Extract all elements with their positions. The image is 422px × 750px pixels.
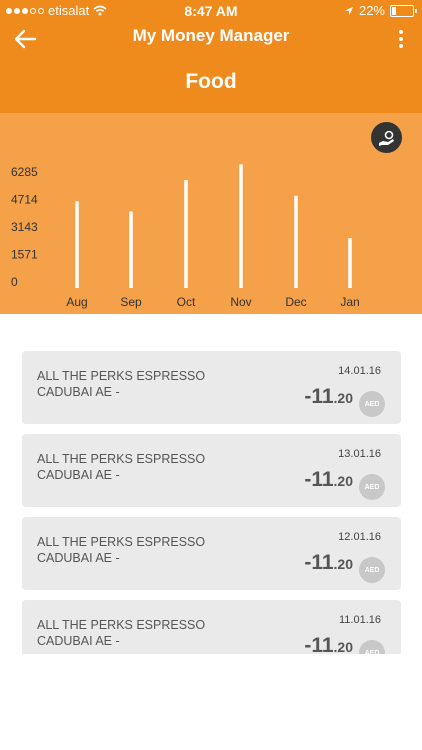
bar-sep[interactable] (129, 211, 133, 288)
hand-money-icon (378, 130, 394, 146)
merchant-line: ALL THE PERKS ESPRESSO (37, 535, 206, 549)
y-tick-label: 0 (11, 275, 18, 289)
transaction-date: 14.01.16 (338, 365, 381, 377)
bar-aug[interactable] (75, 201, 79, 288)
status-right: 22% (344, 3, 417, 18)
more-options-button[interactable] (394, 26, 408, 52)
merchant-line: ALL THE PERKS ESPRESSO (37, 452, 206, 466)
transaction-card[interactable]: ALL THE PERKS ESPRESSO CADUBAI AE - 14.0… (22, 351, 401, 424)
app-title: My Money Manager (132, 26, 290, 45)
amount-decimal: .20 (333, 390, 353, 406)
transaction-amount: -11.20 (304, 551, 353, 575)
chart-action-button[interactable] (371, 122, 402, 153)
currency-badge: AED (359, 391, 385, 417)
arrow-left-icon (14, 29, 37, 49)
nav-bar: My Money Manager (0, 22, 422, 54)
bar-nov[interactable] (239, 164, 243, 288)
currency-badge: AED (359, 640, 385, 654)
transaction-amount: -11.20 (304, 385, 353, 409)
currency-badge: AED (359, 474, 385, 500)
amount-whole: -11 (304, 385, 334, 408)
transaction-date: 11.01.16 (338, 614, 381, 626)
merchant-location: CADUBAI AE - (37, 385, 120, 399)
carrier-name: etisalat (48, 3, 90, 18)
y-tick-label: 3143 (11, 220, 38, 234)
merchant-line: ALL THE PERKS ESPRESSO (37, 369, 206, 383)
category-title: Food (185, 70, 237, 93)
transaction-card[interactable]: ALL THE PERKS ESPRESSO CADUBAI AE - 12.0… (22, 517, 401, 590)
transaction-date: 12.01.16 (338, 531, 381, 543)
spending-chart: 6285 4714 3143 1571 0 Aug Sep Oct Nov Dec Jan (0, 113, 422, 314)
transaction-description: ALL THE PERKS ESPRESSO CADUBAI AE - (37, 451, 227, 483)
transaction-card[interactable]: ALL THE PERKS ESPRESSO CADUBAI AE - 11.0… (22, 600, 401, 654)
signal-strength-icon (6, 7, 44, 14)
amount-whole: -11 (304, 634, 334, 654)
y-tick-label: 6285 (11, 165, 38, 179)
x-tick-label: Aug (66, 295, 87, 309)
merchant-location: CADUBAI AE - (37, 468, 120, 482)
signal-carrier: etisalat (6, 3, 107, 18)
transaction-card[interactable]: ALL THE PERKS ESPRESSO CADUBAI AE - 13.0… (22, 434, 401, 507)
y-tick-label: 1571 (11, 248, 38, 262)
transaction-description: ALL THE PERKS ESPRESSO CADUBAI AE - (37, 534, 227, 566)
x-tick-label: Oct (177, 295, 196, 309)
merchant-location: CADUBAI AE - (37, 551, 120, 565)
merchant-location: CADUBAI AE - (37, 634, 120, 648)
y-tick-label: 4714 (11, 193, 38, 207)
bar-oct[interactable] (184, 180, 188, 288)
x-tick-label: Jan (340, 295, 359, 309)
bar-chart: 6285 4714 3143 1571 0 Aug Sep Oct Nov Dec Jan (11, 164, 360, 309)
amount-decimal: .20 (333, 473, 353, 489)
status-bar: etisalat 8:47 AM 22% (0, 0, 422, 22)
amount-whole: -11 (304, 551, 334, 574)
app-header: etisalat 8:47 AM 22% My Money Manag (0, 0, 422, 113)
amount-whole: -11 (304, 468, 334, 491)
battery-icon (390, 4, 417, 17)
transaction-amount: -11.20 (304, 634, 353, 654)
x-tick-label: Dec (285, 295, 306, 309)
merchant-line: ALL THE PERKS ESPRESSO (37, 618, 206, 632)
amount-decimal: .20 (333, 556, 353, 572)
transaction-description: ALL THE PERKS ESPRESSO CADUBAI AE - (37, 368, 227, 400)
currency-badge: AED (359, 557, 385, 583)
transaction-date: 13.01.16 (338, 448, 381, 460)
bar-jan[interactable] (348, 238, 352, 288)
transaction-amount: -11.20 (304, 468, 353, 492)
status-time: 8:47 AM (184, 3, 238, 19)
transaction-description: ALL THE PERKS ESPRESSO CADUBAI AE - (37, 617, 227, 649)
x-tick-label: Sep (120, 295, 142, 309)
x-tick-label: Nov (230, 295, 251, 309)
amount-decimal: .20 (333, 639, 353, 654)
battery-percent: 22% (358, 3, 385, 18)
transaction-list[interactable]: ALL THE PERKS ESPRESSO CADUBAI AE - 14.0… (0, 314, 422, 654)
back-button[interactable] (10, 24, 40, 54)
wifi-icon (93, 5, 107, 16)
more-vertical-icon (399, 30, 403, 34)
bar-dec[interactable] (294, 195, 298, 288)
location-arrow-icon (344, 6, 353, 15)
